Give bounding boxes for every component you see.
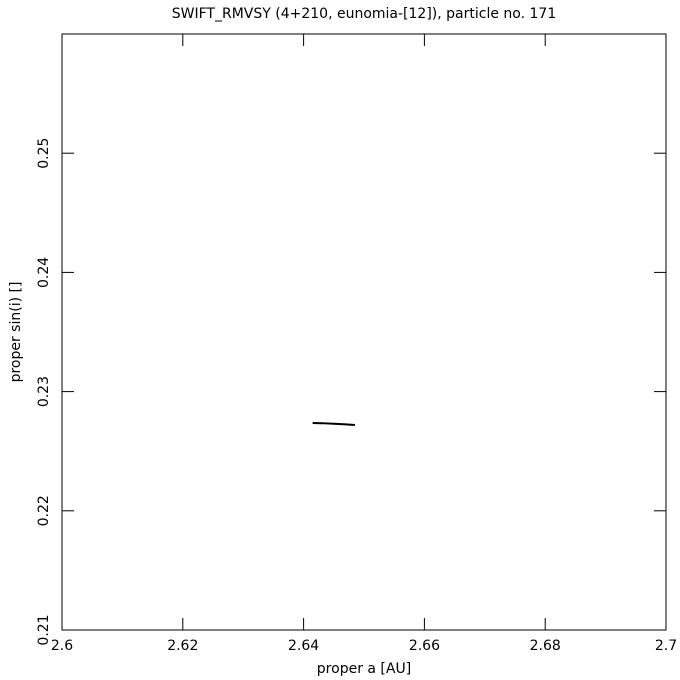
x-tick-label: 2.62 [167,638,198,654]
y-axis-label: proper sin(i) [] [8,282,24,383]
y-tick-label: 0.25 [36,138,52,169]
x-tick-label: 2.66 [409,638,440,654]
x-tick-label: 2.6 [51,638,73,654]
chart-title: SWIFT_RMVSY (4+210, eunomia-[12]), parti… [172,6,556,22]
data-line [312,421,356,426]
y-tick-label: 0.21 [36,614,52,645]
plot-frame [61,33,667,631]
x-tick-label: 2.68 [530,638,561,654]
y-tick-label: 0.22 [36,495,52,526]
x-axis-label: proper a [AU] [317,661,411,677]
x-tick-label: 2.7 [655,638,677,654]
x-tick-label: 2.64 [288,638,319,654]
y-tick-label: 0.23 [36,376,52,407]
y-tick-label: 0.24 [36,257,52,288]
